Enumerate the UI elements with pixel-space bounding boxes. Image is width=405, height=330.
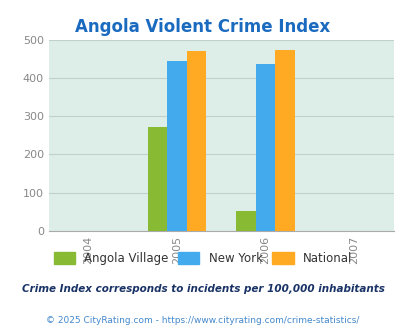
Bar xyxy=(255,64,275,231)
Text: © 2025 CityRating.com - https://www.cityrating.com/crime-statistics/: © 2025 CityRating.com - https://www.city… xyxy=(46,316,359,325)
Bar xyxy=(147,127,167,231)
Text: Crime Index corresponds to incidents per 100,000 inhabitants: Crime Index corresponds to incidents per… xyxy=(21,284,384,294)
Bar xyxy=(167,61,186,231)
Bar xyxy=(236,211,255,231)
Legend: Angola Village, New York, National: Angola Village, New York, National xyxy=(49,247,356,269)
Bar xyxy=(275,50,294,231)
Bar xyxy=(186,51,206,231)
Text: Angola Violent Crime Index: Angola Violent Crime Index xyxy=(75,18,330,36)
